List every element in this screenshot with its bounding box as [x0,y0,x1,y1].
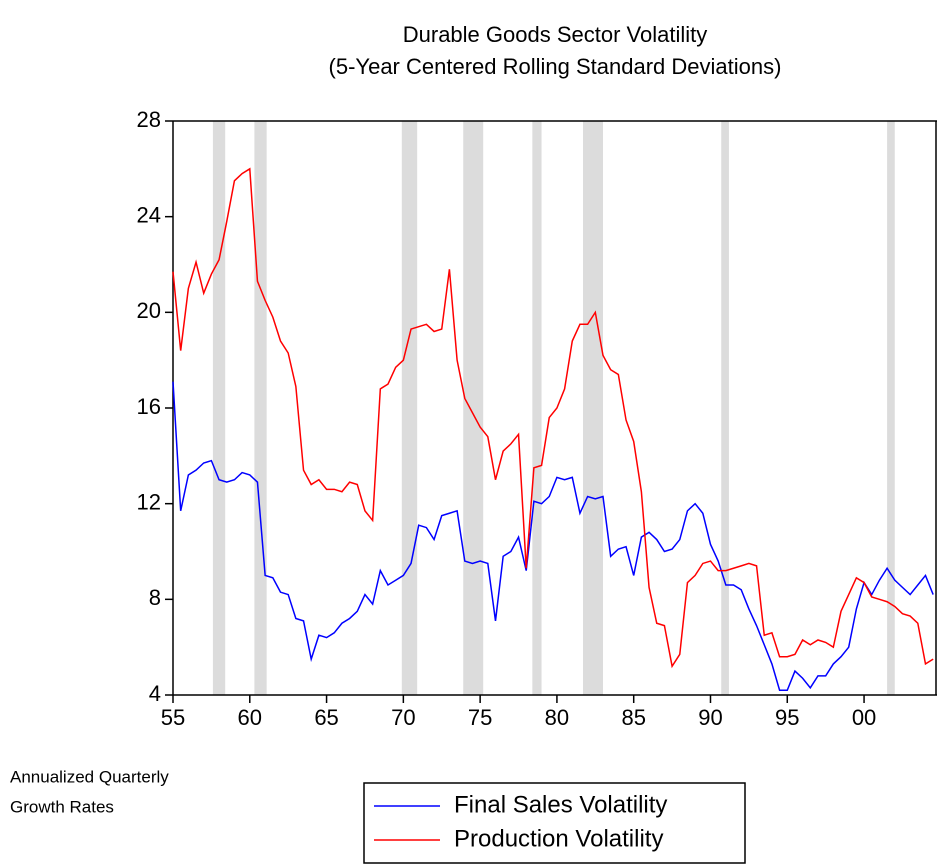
y-tick-label: 12 [137,489,161,514]
y-tick-label: 24 [137,202,161,227]
shaded-period [887,121,895,695]
shaded-period [583,121,603,695]
x-tick-label: 95 [775,705,799,730]
x-tick-label: 00 [852,705,876,730]
legend-box [363,782,746,864]
shaded-period [254,121,267,695]
annotation: Growth Rates [10,797,114,816]
x-tick-label: 90 [698,705,722,730]
y-tick-label: 28 [137,107,161,132]
x-tick-label: 70 [391,705,415,730]
x-tick-label: 60 [238,705,262,730]
x-tick-label: 75 [468,705,492,730]
shaded-period [401,121,418,695]
series-line [172,381,934,691]
x-tick-label: 85 [621,705,645,730]
y-tick-label: 20 [137,298,161,323]
shaded-period [212,121,226,695]
shaded-period [532,121,542,695]
legend-label: Production Volatility [454,825,663,852]
legend-label: Final Sales Volatility [454,791,667,818]
y-tick-label: 16 [137,394,161,419]
y-tick-label: 8 [149,585,161,610]
y-tick-label: 4 [149,681,161,706]
x-tick-label: 80 [545,705,569,730]
chart-title: Durable Goods Sector Volatility [403,22,708,47]
shaded-period [463,121,484,695]
shaded-period [721,121,729,695]
chart-subtitle: (5-Year Centered Rolling Standard Deviat… [329,54,782,79]
series-line [172,167,934,669]
plot-area [165,120,937,703]
x-tick-label: 55 [161,705,185,730]
annotation: Annualized Quarterly [10,767,169,786]
x-tick-label: 65 [314,705,338,730]
